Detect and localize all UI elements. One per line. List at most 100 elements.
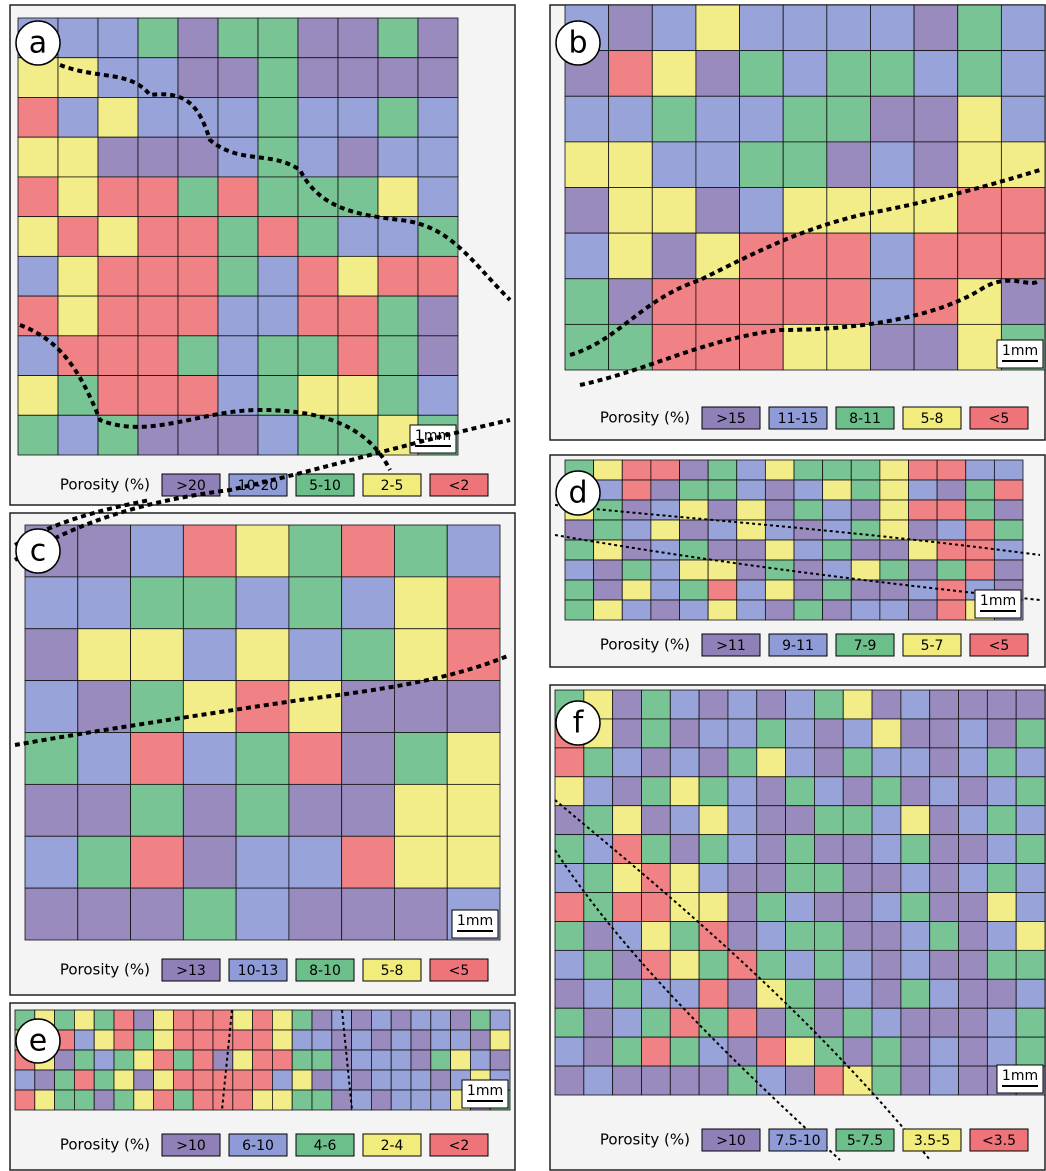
porosity-cell bbox=[218, 18, 258, 58]
porosity-cell bbox=[872, 1037, 901, 1066]
porosity-cell bbox=[565, 540, 594, 560]
panel: f1mmPorosity (%)>107.5-105-7.53.5-5<3.5 bbox=[550, 685, 1045, 1170]
porosity-cell bbox=[699, 1037, 728, 1066]
porosity-cell bbox=[994, 560, 1023, 580]
porosity-cell bbox=[622, 480, 651, 500]
porosity-cell bbox=[901, 719, 930, 748]
porosity-cell bbox=[1001, 142, 1045, 188]
porosity-cell bbox=[914, 96, 958, 142]
porosity-cell bbox=[312, 1050, 332, 1070]
porosity-cell bbox=[18, 376, 58, 416]
porosity-cell bbox=[447, 681, 500, 733]
porosity-cell bbox=[740, 279, 784, 325]
porosity-cell bbox=[652, 5, 696, 51]
porosity-cell bbox=[914, 142, 958, 188]
porosity-cell bbox=[651, 460, 680, 480]
porosity-cell bbox=[431, 1050, 451, 1070]
porosity-cell bbox=[757, 921, 786, 950]
porosity-cell bbox=[418, 296, 458, 336]
porosity-cell bbox=[470, 1030, 490, 1050]
porosity-cell bbox=[74, 1070, 94, 1090]
porosity-cell bbox=[696, 96, 740, 142]
porosity-cell bbox=[1016, 806, 1045, 835]
porosity-cell bbox=[699, 748, 728, 777]
porosity-cell bbox=[641, 1037, 670, 1066]
porosity-cell bbox=[609, 51, 653, 97]
porosity-cell bbox=[1016, 719, 1045, 748]
porosity-cell bbox=[594, 520, 623, 540]
porosity-cell bbox=[1016, 1037, 1045, 1066]
porosity-cell bbox=[394, 888, 447, 940]
porosity-cell bbox=[843, 950, 872, 979]
porosity-cell bbox=[851, 460, 880, 480]
legend-label: >13 bbox=[176, 963, 206, 979]
porosity-cell bbox=[851, 580, 880, 600]
porosity-cell bbox=[728, 950, 757, 979]
porosity-cell bbox=[193, 1010, 213, 1030]
porosity-cell bbox=[178, 256, 218, 296]
porosity-cell bbox=[289, 888, 342, 940]
porosity-cell bbox=[138, 97, 178, 137]
porosity-cell bbox=[298, 336, 338, 376]
porosity-cell bbox=[909, 580, 938, 600]
porosity-cell bbox=[987, 979, 1016, 1008]
porosity-cell bbox=[786, 1008, 815, 1037]
porosity-cell bbox=[253, 1070, 273, 1090]
porosity-cell bbox=[670, 950, 699, 979]
porosity-cell bbox=[1016, 950, 1045, 979]
porosity-cell bbox=[258, 256, 298, 296]
porosity-cell bbox=[783, 233, 827, 279]
porosity-cell bbox=[58, 217, 98, 257]
porosity-cell bbox=[987, 690, 1016, 719]
porosity-cell bbox=[641, 950, 670, 979]
porosity-cell bbox=[870, 233, 914, 279]
porosity-cell bbox=[959, 1037, 988, 1066]
porosity-cell bbox=[613, 806, 642, 835]
porosity-cell bbox=[696, 233, 740, 279]
porosity-cell bbox=[901, 1037, 930, 1066]
porosity-cell bbox=[15, 1070, 35, 1090]
porosity-cell bbox=[138, 256, 178, 296]
porosity-cell bbox=[609, 233, 653, 279]
porosity-cell bbox=[851, 560, 880, 580]
porosity-cell bbox=[814, 777, 843, 806]
porosity-cell bbox=[78, 681, 131, 733]
porosity-cell bbox=[827, 324, 871, 370]
porosity-cell bbox=[98, 296, 138, 336]
porosity-cell bbox=[909, 560, 938, 580]
porosity-cell bbox=[178, 336, 218, 376]
porosity-cell bbox=[987, 1037, 1016, 1066]
porosity-cell bbox=[851, 480, 880, 500]
porosity-cell bbox=[670, 777, 699, 806]
porosity-cell bbox=[338, 217, 378, 257]
porosity-cell bbox=[173, 1070, 193, 1090]
porosity-cell bbox=[786, 1066, 815, 1095]
porosity-cell bbox=[1016, 777, 1045, 806]
porosity-cell bbox=[783, 51, 827, 97]
porosity-cell bbox=[901, 1066, 930, 1095]
porosity-cell bbox=[78, 836, 131, 888]
porosity-cell bbox=[959, 921, 988, 950]
porosity-cell bbox=[451, 1010, 471, 1030]
porosity-cell bbox=[25, 577, 78, 629]
porosity-cell bbox=[930, 893, 959, 922]
porosity-cell bbox=[18, 296, 58, 336]
porosity-cell bbox=[236, 577, 289, 629]
porosity-cell bbox=[728, 1008, 757, 1037]
porosity-cell bbox=[253, 1030, 273, 1050]
porosity-cell bbox=[15, 1090, 35, 1110]
porosity-cell bbox=[378, 137, 418, 177]
porosity-cell bbox=[670, 806, 699, 835]
porosity-cell bbox=[765, 540, 794, 560]
porosity-cell bbox=[765, 580, 794, 600]
porosity-cell bbox=[937, 560, 966, 580]
porosity-cell bbox=[58, 256, 98, 296]
porosity-cell bbox=[872, 921, 901, 950]
porosity-cell bbox=[930, 719, 959, 748]
porosity-cell bbox=[154, 1070, 174, 1090]
porosity-cell bbox=[74, 1030, 94, 1050]
porosity-cell bbox=[994, 480, 1023, 500]
porosity-cell bbox=[1001, 96, 1045, 142]
porosity-cell bbox=[914, 5, 958, 51]
